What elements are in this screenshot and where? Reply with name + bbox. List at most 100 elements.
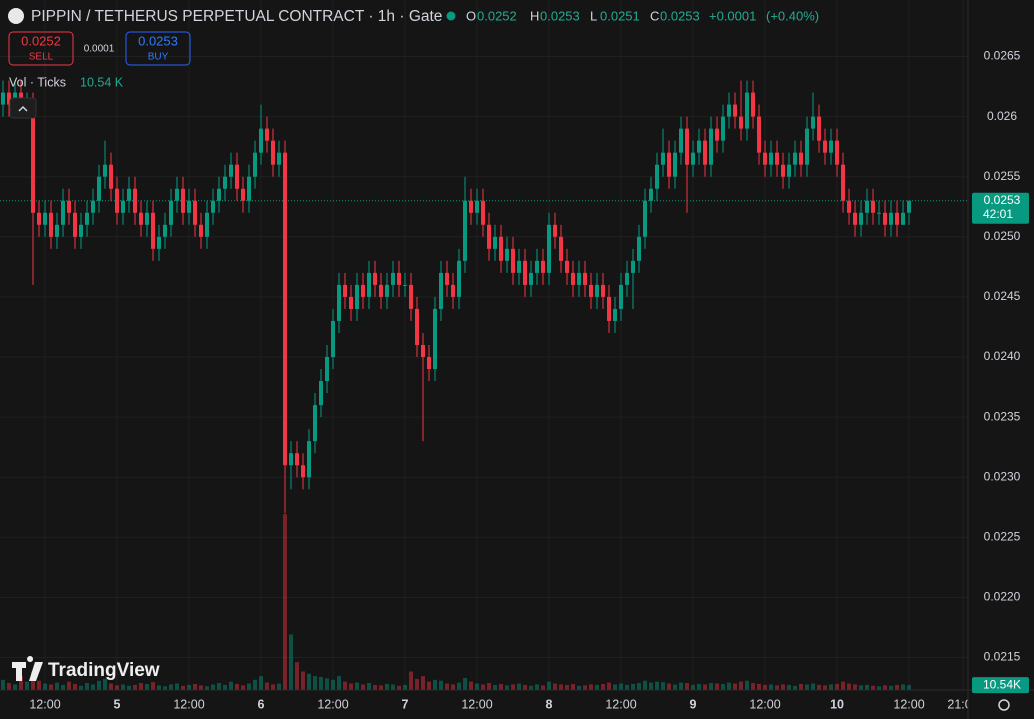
volume-bar [409,671,414,690]
candle-body [595,284,600,297]
candle-body [607,296,612,321]
volume-bar [385,683,390,690]
volume-bar [151,682,156,690]
y-tick-label: 0.0265 [984,49,1021,63]
y-tick-label: 0.026 [987,109,1017,123]
ohlc-key: O [466,8,476,23]
volume-bar [301,671,306,690]
candle-body [43,212,48,225]
candle-body [799,152,804,165]
candle-body [493,236,498,249]
volume-bar [763,684,768,690]
x-tick-label: 7 [402,697,409,711]
candle-body [283,152,288,466]
candle-body [55,224,60,237]
volume-bar [391,684,396,690]
volume-bar [451,684,456,690]
candle-body [325,357,330,382]
candle-body [289,453,294,466]
candle-body [457,260,462,297]
spread: 0.0001 [84,44,115,55]
volume-bar [115,685,120,690]
volume-bar [397,685,402,690]
volume-bar [193,683,198,690]
candle-body [343,284,348,297]
volume-bar [313,676,318,690]
candle-body [109,164,114,189]
volume-bar [679,682,684,690]
volume-bar [79,685,84,690]
candle-body [103,164,108,177]
candle-body [7,92,12,105]
sell-price[interactable]: 0.0252 [21,33,61,48]
candle-body [583,272,588,285]
candle-body [787,164,792,177]
volume-bar [37,680,42,690]
volume-bar [319,677,324,690]
candle-body [169,200,174,225]
candle-body [739,116,744,129]
candle-body [223,176,228,189]
candle-body [907,200,912,213]
countdown: 42:01 [983,207,1013,221]
volume-bar [277,683,282,690]
overlay: PIPPIN / TETHERUS PERPETUAL CONTRACT · 1… [8,8,819,681]
buy-label[interactable]: BUY [148,52,169,63]
volume-bar [205,686,210,690]
candle-body [769,152,774,165]
volume-bar [127,685,132,690]
volume-bar [565,684,570,690]
candle-body [529,272,534,285]
candle-body [391,272,396,285]
candle-body [421,345,426,358]
volume-bar [703,684,708,690]
y-tick-label: 0.0230 [984,469,1021,483]
last-price-label: 0.0253 [984,193,1021,207]
candle-body [349,296,354,309]
x-tick-label: 12:00 [29,697,60,711]
x-tick-label: 5 [114,697,121,711]
candle-body [295,453,300,466]
volume-bar [1,679,6,690]
buy-price[interactable]: 0.0253 [138,33,178,48]
candle-body [841,164,846,201]
volume-bar [583,685,588,690]
candle-body [793,152,798,165]
ohlc-value: 0.0251 [600,8,640,23]
volume-bar [775,685,780,690]
volume-bar [247,683,252,690]
volume-bar [241,685,246,690]
ohlc-key: C [650,8,659,23]
candle-body [745,92,750,129]
volume-bar [553,683,558,690]
volume-bar [259,676,264,690]
y-tick-label: 0.0240 [984,349,1021,363]
candle-body [445,272,450,285]
volume-bar [523,684,528,690]
status-dot [446,11,456,21]
settings-icon[interactable] [998,699,1010,711]
candle-body [67,200,72,213]
volume-bar [403,684,408,690]
candle-body [265,128,270,141]
volume-bar [871,685,876,690]
volume-bar [709,683,714,690]
candle-body [307,441,312,478]
candle-body [217,188,222,201]
volume-bar [907,685,912,690]
volume-bar [487,683,492,690]
candle-body [373,272,378,285]
sell-button[interactable] [8,31,74,66]
candle-body [655,164,660,189]
volume-bar [61,684,66,690]
volume-bar [805,684,810,690]
candle-body [751,92,756,117]
sell-label[interactable]: SELL [29,52,54,63]
volume-bar [829,684,834,690]
volume-bar [835,683,840,690]
buy-button[interactable] [125,31,191,66]
candle-body [451,284,456,297]
volume-bar [739,681,744,690]
volume-bar [751,683,756,690]
